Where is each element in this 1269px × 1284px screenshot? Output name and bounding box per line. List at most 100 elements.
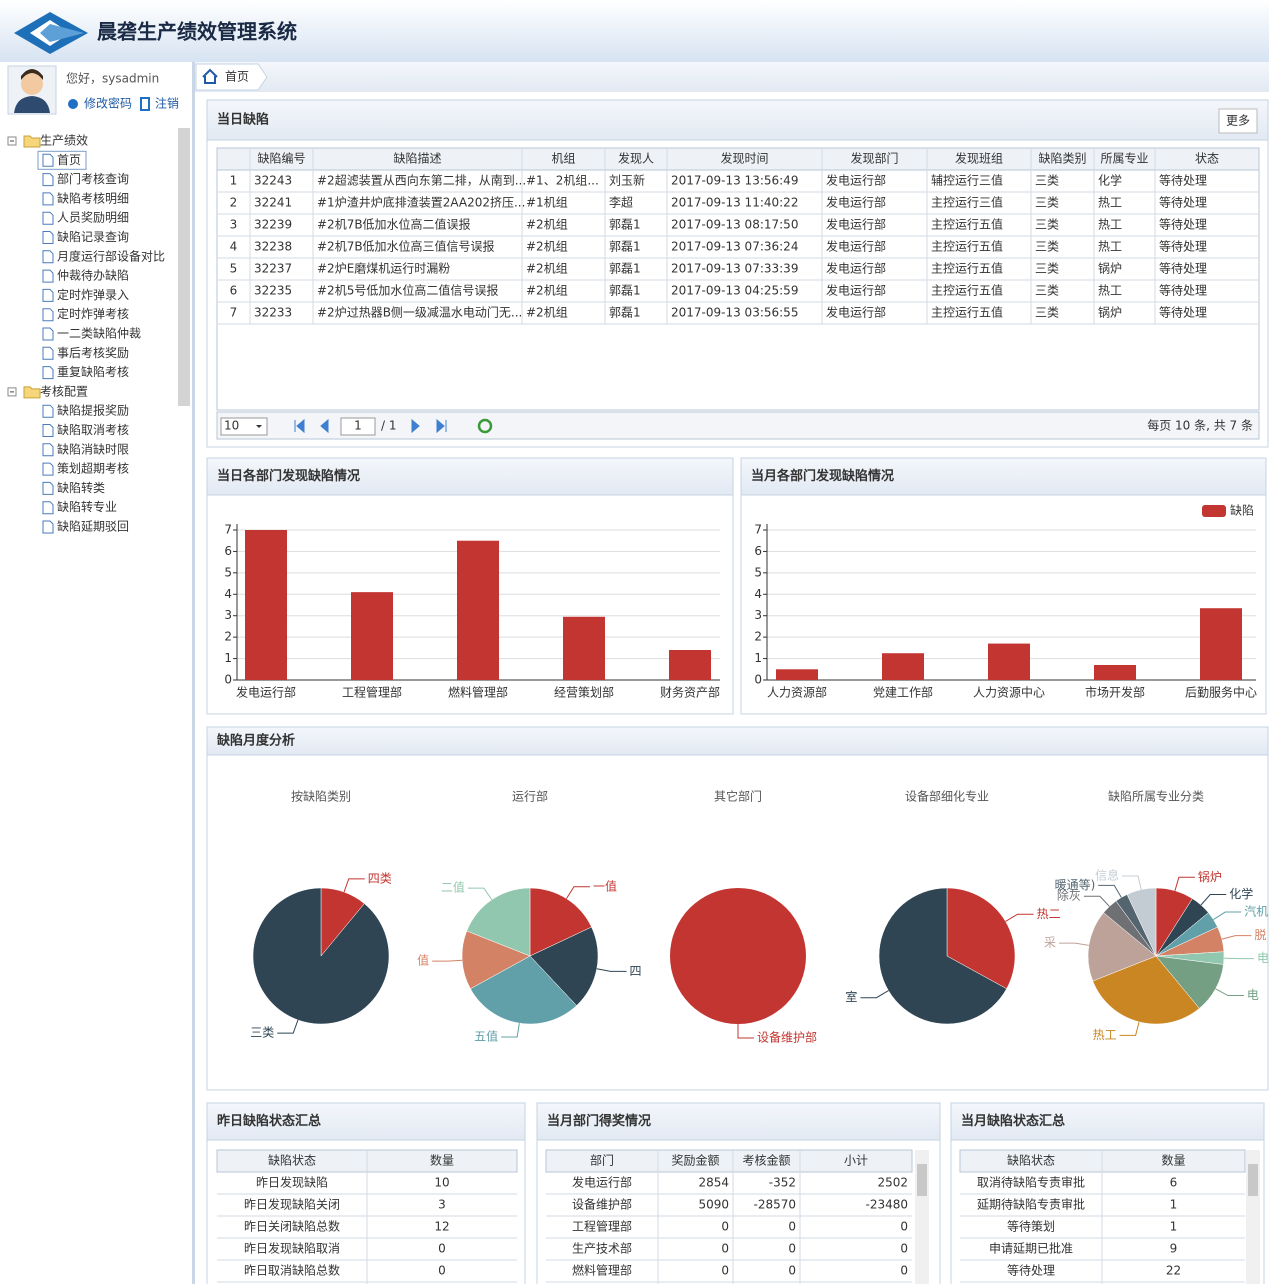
tab-label[interactable]: 首页 xyxy=(225,70,249,84)
label-leader xyxy=(1200,893,1227,906)
label-leader xyxy=(1213,911,1242,920)
label-leader xyxy=(467,887,493,901)
column-header: 部门 xyxy=(590,1153,614,1168)
column-header: 缺陷类别 xyxy=(1038,151,1086,166)
column-header: 数量 xyxy=(1161,1153,1185,1168)
pie-slice xyxy=(878,887,1007,1025)
pie-label: 暖通等) xyxy=(1055,878,1096,892)
pie-label: 一值 xyxy=(593,878,617,893)
tree-group[interactable]: 考核配置 xyxy=(40,384,88,398)
table-cell: 0 xyxy=(788,1264,796,1278)
table-cell: 主控运行五值 xyxy=(931,261,1003,276)
pie-label: 值 xyxy=(417,953,429,968)
tree-item[interactable]: 缺陷转专业 xyxy=(57,499,117,514)
tree-item[interactable]: 部门考核查询 xyxy=(57,171,129,186)
table-cell: 发电运行部 xyxy=(826,173,886,188)
table-cell: 等待处理 xyxy=(1159,240,1207,254)
tree-item[interactable]: 事后考核奖励 xyxy=(57,346,129,360)
table-cell: 昨日取消缺陷总数 xyxy=(244,1263,340,1278)
column-header: 缺陷状态 xyxy=(268,1153,316,1168)
tree-item[interactable]: 首页 xyxy=(57,153,81,167)
last-page-button[interactable] xyxy=(436,418,447,434)
pie-label: 化学 xyxy=(1229,886,1253,901)
table-cell: 32233 xyxy=(254,306,292,320)
pie-label: 室 xyxy=(845,989,857,1004)
more-button[interactable] xyxy=(1218,108,1258,134)
column-header: 状态 xyxy=(1195,152,1219,166)
tree-item[interactable]: 缺陷消缺时限 xyxy=(57,441,129,456)
x-tick-label: 后勤服务中心 xyxy=(1185,685,1257,700)
table-cell: 0 xyxy=(721,1220,729,1234)
change-password-link[interactable]: 修改密码 xyxy=(84,96,132,111)
bar xyxy=(457,540,499,680)
next-page-button[interactable] xyxy=(411,418,420,434)
table-cell: 郭磊1 xyxy=(609,284,641,298)
table-header xyxy=(545,1149,913,1173)
panel-header xyxy=(206,1102,526,1141)
table-cell: #2机7B低加水位高二值误报 xyxy=(317,217,471,232)
first-page-button[interactable] xyxy=(294,418,305,434)
table-cell: 等待处理 xyxy=(1159,284,1207,298)
pie-label: 汽机 xyxy=(1244,904,1268,919)
x-tick-label: 党建工作部 xyxy=(873,685,933,700)
tree-item[interactable]: 重复缺陷考核 xyxy=(57,364,129,379)
tree-item[interactable]: 一二类缺陷仲裁 xyxy=(57,326,141,341)
label-leader xyxy=(596,968,627,972)
table-cell: 0 xyxy=(900,1264,908,1278)
table-cell: 0 xyxy=(788,1220,796,1234)
pie-slice xyxy=(529,926,599,1006)
pie-label: 除灰 xyxy=(1057,888,1081,903)
tree-item[interactable]: 缺陷取消考核 xyxy=(57,422,129,437)
table-cell: #1机组 xyxy=(526,196,568,210)
pie-label: 四 xyxy=(630,964,642,978)
doc-icon xyxy=(42,308,54,322)
tree-item[interactable]: 缺陷记录查询 xyxy=(57,229,129,244)
table-cell: 1 xyxy=(1170,1198,1178,1212)
tree-item[interactable]: 缺陷考核明细 xyxy=(57,190,129,205)
table-cell: 2502 xyxy=(877,1176,908,1190)
tree-item[interactable]: 缺陷延期驳回 xyxy=(57,519,129,534)
table-cell: 主控运行五值 xyxy=(931,239,1003,254)
logout-link[interactable]: 注销 xyxy=(155,96,179,111)
label-leader xyxy=(343,878,365,893)
tab-bar xyxy=(195,62,1269,92)
doc-icon xyxy=(42,269,54,283)
tree-item[interactable]: 缺陷转类 xyxy=(57,480,105,495)
tree-item[interactable]: 策划超期考核 xyxy=(57,461,129,476)
pie-slice xyxy=(670,888,806,1024)
tree-item[interactable]: 缺陷提报奖励 xyxy=(57,403,129,418)
tree-item[interactable]: 定时炸弹考核 xyxy=(57,306,129,321)
tree-item[interactable]: 定时炸弹录入 xyxy=(57,287,129,302)
bar xyxy=(1094,665,1136,680)
table-header xyxy=(216,147,1260,171)
table-cell: 0 xyxy=(438,1242,446,1256)
table-cell: #2炉过热器B侧一级减温水电动门无... xyxy=(317,305,522,320)
y-tick-label: 0 xyxy=(754,673,762,687)
table-cell: 10 xyxy=(434,1176,449,1190)
page-input[interactable] xyxy=(340,417,376,436)
y-tick-label: 4 xyxy=(224,587,232,601)
pie-title: 设备部细化专业 xyxy=(905,789,989,804)
bar xyxy=(776,669,818,680)
table-cell: 2017-09-13 13:56:49 xyxy=(671,174,798,188)
logo xyxy=(40,24,84,42)
avatar xyxy=(21,73,43,95)
table-cell: 发电运行部 xyxy=(826,239,886,254)
table-cell: 发电运行部 xyxy=(826,261,886,276)
tree-item[interactable]: 人员奖励明细 xyxy=(57,211,129,225)
table-cell: 32238 xyxy=(254,240,292,254)
refresh-button[interactable] xyxy=(477,418,493,434)
x-tick-label: 燃料管理部 xyxy=(448,685,508,700)
page-size-select[interactable] xyxy=(220,417,268,436)
prev-page-button[interactable] xyxy=(320,418,329,434)
tree-group[interactable]: 生产绩效 xyxy=(40,133,88,148)
table-cell: 延期待缺陷专责审批 xyxy=(977,1197,1085,1212)
tree-item[interactable]: 仲裁待办缺陷 xyxy=(57,268,129,283)
tree-item[interactable]: 月度运行部设备对比 xyxy=(57,248,165,263)
table-cell: 生产技术部 xyxy=(572,1241,632,1256)
more-button-label[interactable]: 更多 xyxy=(1226,114,1250,128)
doc-icon xyxy=(42,231,54,244)
table-cell: 设备维护部 xyxy=(572,1197,632,1212)
table-cell: -23480 xyxy=(865,1198,908,1212)
